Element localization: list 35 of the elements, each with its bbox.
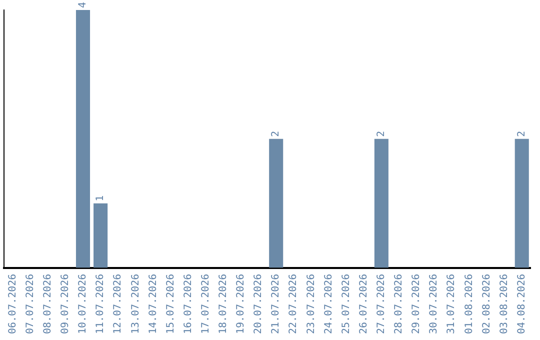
x-tick-label: 20.07.2026 <box>253 274 264 334</box>
x-tick-label: 21.07.2026 <box>270 274 282 334</box>
x-tick-label: 17.07.2026 <box>200 274 212 334</box>
data-label: 1 <box>95 195 106 202</box>
x-tick-label: 14.07.2026 <box>148 274 159 334</box>
x-tick-label: 03.08.2026 <box>498 274 510 334</box>
x-tick-label: 11.07.2026 <box>95 274 106 334</box>
x-tick-label: 06.07.2026 <box>7 274 18 334</box>
x-tick-label: 22.07.2026 <box>288 274 300 334</box>
data-label: 2 <box>376 130 388 137</box>
x-tick-label: 13.07.2026 <box>130 274 142 334</box>
x-tick-label: 01.08.2026 <box>464 274 475 334</box>
x-tick-label: 31.07.2026 <box>446 274 458 334</box>
x-tick-label: 16.07.2026 <box>182 274 194 334</box>
data-label: 2 <box>270 130 282 137</box>
x-tick-label: 18.07.2026 <box>218 274 230 334</box>
x-tick-label: 04.08.2026 <box>516 274 528 334</box>
x-tick-label: 09.07.2026 <box>60 274 72 334</box>
x-tick-label: 26.07.2026 <box>358 274 370 334</box>
x-tick-label: 30.07.2026 <box>428 274 440 334</box>
data-label: 2 <box>516 130 528 137</box>
x-tick-label: 23.07.2026 <box>306 274 317 334</box>
x-tick-label: 19.07.2026 <box>236 274 247 334</box>
x-tick-label: 24.07.2026 <box>323 274 334 334</box>
x-tick-label: 08.07.2026 <box>42 274 54 334</box>
x-tick-label: 27.07.2026 <box>376 274 388 334</box>
x-tick-label: 25.07.2026 <box>340 274 352 334</box>
x-tick-label: 12.07.2026 <box>112 274 124 334</box>
data-label: 4 <box>78 2 89 8</box>
x-tick-label: 28.07.2026 <box>394 274 405 334</box>
x-tick-label: 10.07.2026 <box>78 274 89 334</box>
x-tick-label: 07.07.2026 <box>24 274 36 334</box>
x-tick-label: 15.07.2026 <box>165 274 176 334</box>
x-tick-label: 02.08.2026 <box>481 274 492 334</box>
x-tick-label: 29.07.2026 <box>411 274 422 334</box>
